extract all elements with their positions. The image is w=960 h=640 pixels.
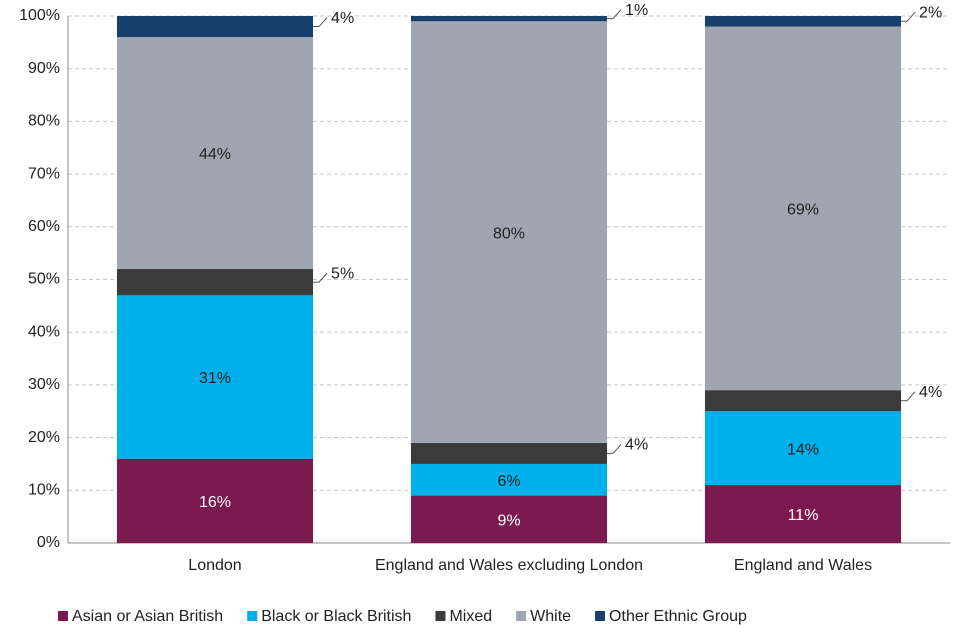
y-tick-label: 20% <box>28 429 60 446</box>
bar-segment <box>704 390 902 412</box>
y-tick-label: 10% <box>28 482 60 499</box>
value-label: 69% <box>787 202 819 219</box>
bar-segment <box>116 268 314 296</box>
leader-line <box>607 444 622 454</box>
y-tick-label: 50% <box>28 271 60 288</box>
bar-segment <box>116 16 314 38</box>
legend-swatch <box>516 611 527 621</box>
bar-segment <box>704 485 902 543</box>
x-tick-label: England and Wales excluding London <box>374 557 644 574</box>
x-tick-label: England and Wales <box>733 557 873 574</box>
y-tick-label: 60% <box>28 218 60 235</box>
value-label: 14% <box>787 441 819 458</box>
value-label: 1% <box>625 2 648 19</box>
leader-line <box>901 391 916 402</box>
bar-segment <box>704 26 902 391</box>
legend-label: Asian or Asian British <box>72 608 223 625</box>
bar-segment <box>410 442 608 464</box>
y-tick-label: 30% <box>28 376 60 393</box>
value-label: 80% <box>493 225 525 242</box>
bar-segment <box>704 16 902 27</box>
legend-label: Black or Black British <box>261 608 411 625</box>
bar-segment <box>410 463 608 496</box>
legend-swatch <box>595 611 606 621</box>
value-label: 16% <box>199 494 231 511</box>
x-tick-label: London <box>188 557 242 574</box>
value-label: 9% <box>497 513 520 530</box>
legend-label: White <box>530 608 571 625</box>
legend-swatch <box>435 611 446 621</box>
value-label: 31% <box>199 370 231 387</box>
y-tick-label: 80% <box>28 113 60 130</box>
legend-label: Other Ethnic Group <box>609 608 747 625</box>
bar-segment <box>410 21 608 443</box>
bar-segment <box>116 37 314 269</box>
y-tick-label: 70% <box>28 165 60 182</box>
leader-line <box>313 272 328 283</box>
legend-swatch <box>247 611 258 621</box>
value-label: 4% <box>331 10 354 27</box>
value-label: 6% <box>497 473 520 490</box>
value-label: 2% <box>919 4 942 21</box>
y-tick-label: 40% <box>28 323 60 340</box>
y-tick-label: 90% <box>28 60 60 77</box>
value-label: 4% <box>625 437 648 454</box>
value-label: 44% <box>199 146 231 163</box>
y-tick-label: 0% <box>37 534 60 551</box>
legend-swatch <box>58 611 68 621</box>
y-tick-label: 100% <box>19 7 60 24</box>
legend-label: Mixed <box>449 608 492 625</box>
bar-segment <box>116 458 314 543</box>
leader-line <box>901 11 916 22</box>
bar-segment <box>410 495 608 543</box>
bar-segment <box>704 411 902 486</box>
leader-line <box>313 17 328 28</box>
value-label: 5% <box>331 265 354 282</box>
leader-line <box>607 9 622 20</box>
bar-segment <box>116 295 314 459</box>
value-label: 11% <box>788 507 819 524</box>
value-label: 4% <box>919 384 942 401</box>
bar-segment <box>410 16 608 22</box>
